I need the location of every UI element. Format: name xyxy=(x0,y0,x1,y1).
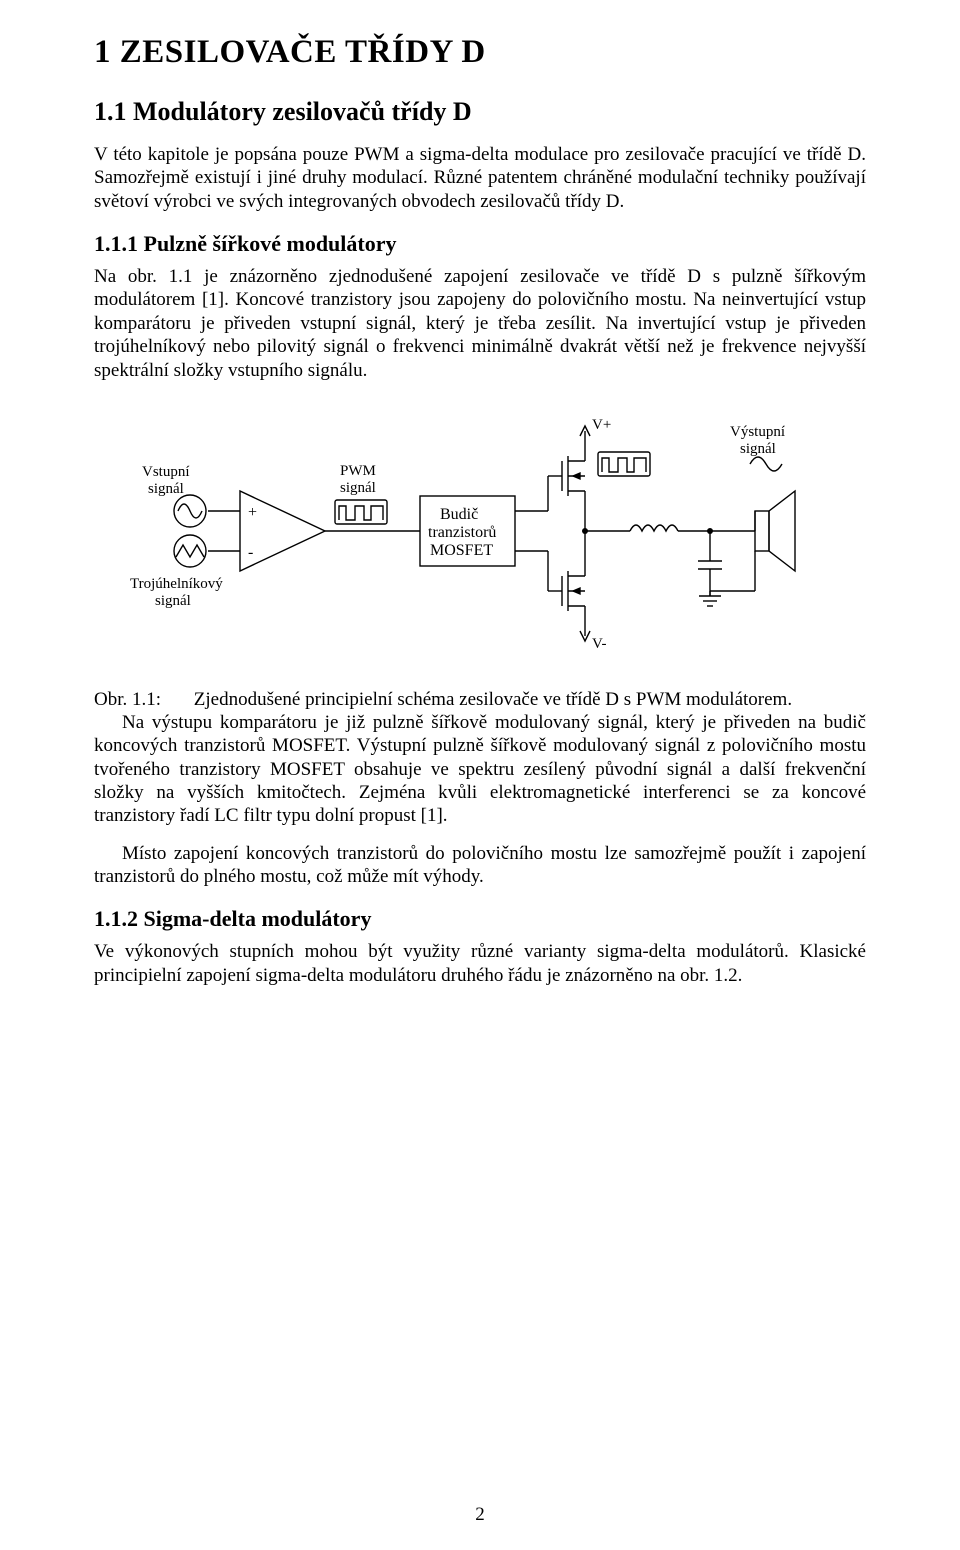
driver-line3: MOSFET xyxy=(430,542,493,559)
figure-1-1-caption: Obr. 1.1: Zjednodušené principielní sché… xyxy=(94,689,866,711)
paragraph-5: Ve výkonových stupních mohou být využity… xyxy=(94,940,866,987)
tri-signal-label-1: Trojúhelníkový xyxy=(130,576,223,592)
figure-1-1-caption-text: Zjednodušené principielní schéma zesilov… xyxy=(194,689,792,710)
chapter-heading: 1 ZESILOVAČE TŘÍDY D xyxy=(94,34,866,71)
vplus-label: V+ xyxy=(592,417,611,433)
section-heading-1-1: 1.1 Modulátory zesilovačů třídy D xyxy=(94,97,866,127)
paragraph-2: Na obr. 1.1 je znázorněno zjednodušené z… xyxy=(94,265,866,382)
minus-label: - xyxy=(248,544,253,561)
paragraph-3: Na výstupu komparátoru je již pulzně šíř… xyxy=(94,711,866,828)
subsection-heading-1-1-2: 1.1.2 Sigma-delta modulátory xyxy=(94,906,866,932)
figure-1-1: + - Vstupní signál Trojúhelníkový signál… xyxy=(94,396,866,671)
input-signal-label-2: signál xyxy=(148,481,184,497)
page: 1 ZESILOVAČE TŘÍDY D 1.1 Modulátory zesi… xyxy=(0,0,960,1550)
page-number: 2 xyxy=(0,1504,960,1526)
plus-label: + xyxy=(248,504,257,521)
subsection-heading-1-1-1: 1.1.1 Pulzně šířkové modulátory xyxy=(94,231,866,257)
figure-1-1-label: Obr. 1.1: xyxy=(94,689,189,711)
input-signal-label-1: Vstupní xyxy=(142,464,190,480)
paragraph-4: Místo zapojení koncových tranzistorů do … xyxy=(94,842,866,889)
vminus-label: V- xyxy=(592,636,606,652)
output-label-1: Výstupní xyxy=(730,424,785,440)
driver-line1: Budič xyxy=(440,506,478,523)
output-label-2: signál xyxy=(740,441,776,457)
driver-line2: tranzistorů xyxy=(428,524,496,541)
pwm-label-1: PWM xyxy=(340,463,376,479)
pwm-label-2: signál xyxy=(340,480,376,496)
figure-1-1-svg: + - Vstupní signál Trojúhelníkový signál… xyxy=(130,396,830,666)
tri-signal-label-2: signál xyxy=(155,593,191,609)
paragraph-1: V této kapitole je popsána pouze PWM a s… xyxy=(94,143,866,213)
